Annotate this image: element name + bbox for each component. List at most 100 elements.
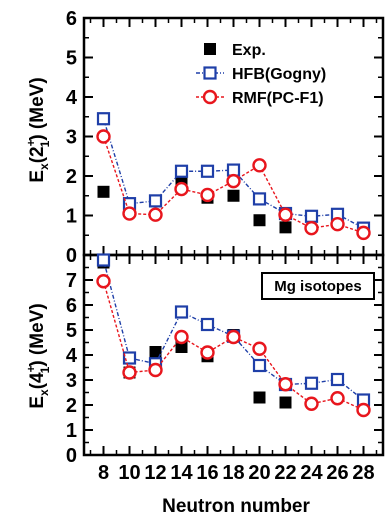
bottom-point-rmf-pc-f1 (174, 329, 189, 345)
top-ytick-label: 0 (66, 245, 77, 267)
top-point-hfb-gogny (174, 164, 189, 178)
top-point-hfb-gogny (226, 163, 241, 177)
bottom-point-rmf-pc-f1 (200, 345, 215, 360)
bottom-point-rmf-pc-f1 (122, 365, 137, 380)
bottom-point-hfb-gogny (252, 358, 267, 373)
top-point-rmf-pc-f1 (330, 216, 345, 232)
top-series-line-hfb-gogny (102, 118, 364, 229)
top-ytick-label: 3 (66, 127, 77, 149)
legend: Exp. HFB(Gogny) RMF(PC-F1) (196, 42, 326, 107)
bottom-ytick-label: 7 (66, 270, 77, 292)
top-point-exp (227, 189, 240, 202)
bottom-ylabel-num: 4 (27, 372, 48, 383)
top-ytick-label: 6 (66, 8, 77, 30)
bottom-point-rmf-pc-f1 (278, 377, 293, 392)
top-point-exp (279, 221, 292, 234)
top-point-rmf-pc-f1 (356, 225, 371, 241)
top-point-rmf-pc-f1 (122, 206, 137, 221)
top-point-hfb-gogny (252, 192, 267, 206)
top-point-hfb-gogny (200, 164, 215, 178)
bottom-ytick-label: 1 (66, 420, 77, 442)
bottom-point-hfb-gogny (200, 317, 215, 332)
top-point-rmf-pc-f1 (148, 207, 163, 222)
bottom-ytick-label: 5 (66, 320, 77, 342)
top-point-exp (97, 185, 110, 198)
top-ylabel-close: ) (MeV) (27, 77, 48, 140)
top-ylabel: Ex(2+1) (MeV) (24, 77, 52, 182)
bottom-point-hfb-gogny (96, 253, 111, 267)
top-ytick-label: 2 (66, 166, 77, 188)
bottom-ylabel-sub-1: 1 (38, 366, 52, 373)
legend-label-rmf-pc-f1: RMF(PC-F1) (232, 90, 324, 107)
xtick-label: 24 (300, 462, 323, 484)
top-ylabel-open: ( (27, 156, 48, 163)
top-point-hfb-gogny (304, 209, 319, 223)
top-ylabel-sub-x: x (37, 163, 51, 170)
top-point-rmf-pc-f1 (252, 158, 267, 173)
top-point-rmf-pc-f1 (226, 173, 241, 189)
bottom-point-rmf-pc-f1 (330, 391, 345, 406)
legend-label-hfb-gogny: HFB(Gogny) (232, 66, 326, 83)
xtick-label: 26 (326, 462, 348, 484)
xtick-label: 14 (170, 462, 193, 484)
bottom-ylabel-close: ) (MeV) (27, 303, 48, 366)
legend-marker-hfb-gogny (203, 66, 217, 80)
top-ytick-label: 5 (66, 48, 77, 70)
bottom-point-exp (175, 341, 188, 353)
bottom-point-rmf-pc-f1 (252, 341, 267, 356)
top-point-rmf-pc-f1 (200, 187, 215, 203)
bottom-ytick-label: 3 (66, 370, 77, 392)
top-ytick-label: 1 (66, 206, 77, 228)
xtick-label: 8 (98, 462, 109, 484)
bottom-point-rmf-pc-f1 (96, 274, 111, 289)
xtick-label: 20 (248, 462, 270, 484)
top-ylabel-sub-1: 1 (38, 140, 52, 147)
bottom-point-exp (253, 391, 266, 404)
xtick-label: 12 (144, 462, 166, 484)
bottom-point-rmf-pc-f1 (304, 396, 319, 411)
top-point-rmf-pc-f1 (174, 181, 189, 197)
top-point-rmf-pc-f1 (278, 207, 293, 222)
xtick-label: 10 (118, 462, 140, 484)
bottom-point-rmf-pc-f1 (226, 329, 241, 345)
bottom-ytick-label: 6 (66, 295, 77, 317)
top-ylabel-main: E (27, 170, 48, 183)
top-ylabel-num: 2 (27, 146, 48, 157)
bottom-point-hfb-gogny (174, 305, 189, 319)
legend-label-exp: Exp. (232, 42, 266, 59)
bottom-point-hfb-gogny (304, 376, 319, 390)
bottom-ylabel-sub-x: x (37, 389, 51, 396)
xtick-label: 16 (196, 462, 218, 484)
bottom-ytick-label: 0 (66, 445, 77, 467)
top-point-exp (253, 214, 266, 227)
xtick-label: 28 (352, 462, 374, 484)
bottom-ytick-label: 4 (66, 345, 78, 367)
x-axis-title: Neutron number (162, 496, 310, 517)
top-ylabel-sup: + (24, 139, 38, 146)
bottom-point-rmf-pc-f1 (356, 402, 371, 418)
bottom-point-exp (149, 346, 162, 358)
bottom-ytick-label: 2 (66, 395, 77, 417)
bottom-point-hfb-gogny (330, 372, 345, 387)
bottom-ylabel-main: E (27, 396, 48, 409)
top-point-rmf-pc-f1 (304, 220, 319, 236)
bottom-ylabel-open: ( (27, 382, 48, 389)
top-point-hfb-gogny (148, 194, 163, 208)
top-ytick-label: 4 (66, 87, 78, 109)
bottom-point-exp (279, 396, 292, 409)
annotation-box (261, 272, 375, 300)
top-point-rmf-pc-f1 (96, 129, 111, 144)
bottom-ylabel-sup: + (24, 365, 38, 372)
bottom-series-line-rmf-pc-f1 (102, 281, 364, 411)
legend-marker-exp (204, 43, 216, 55)
top-panel: 0 1 2 3 4 5 6 Exp. HFB(Gogny) RMF(PC-F1) (66, 8, 385, 267)
bottom-ylabel: Ex(4+1) (MeV) (24, 303, 52, 408)
legend-marker-rmf-pc-f1 (202, 89, 218, 105)
annotation-text: Mg isotopes (274, 278, 362, 295)
top-point-hfb-gogny (96, 112, 111, 126)
bottom-point-hfb-gogny (122, 351, 137, 365)
xtick-label: 18 (222, 462, 244, 484)
xtick-label: 22 (274, 462, 296, 484)
